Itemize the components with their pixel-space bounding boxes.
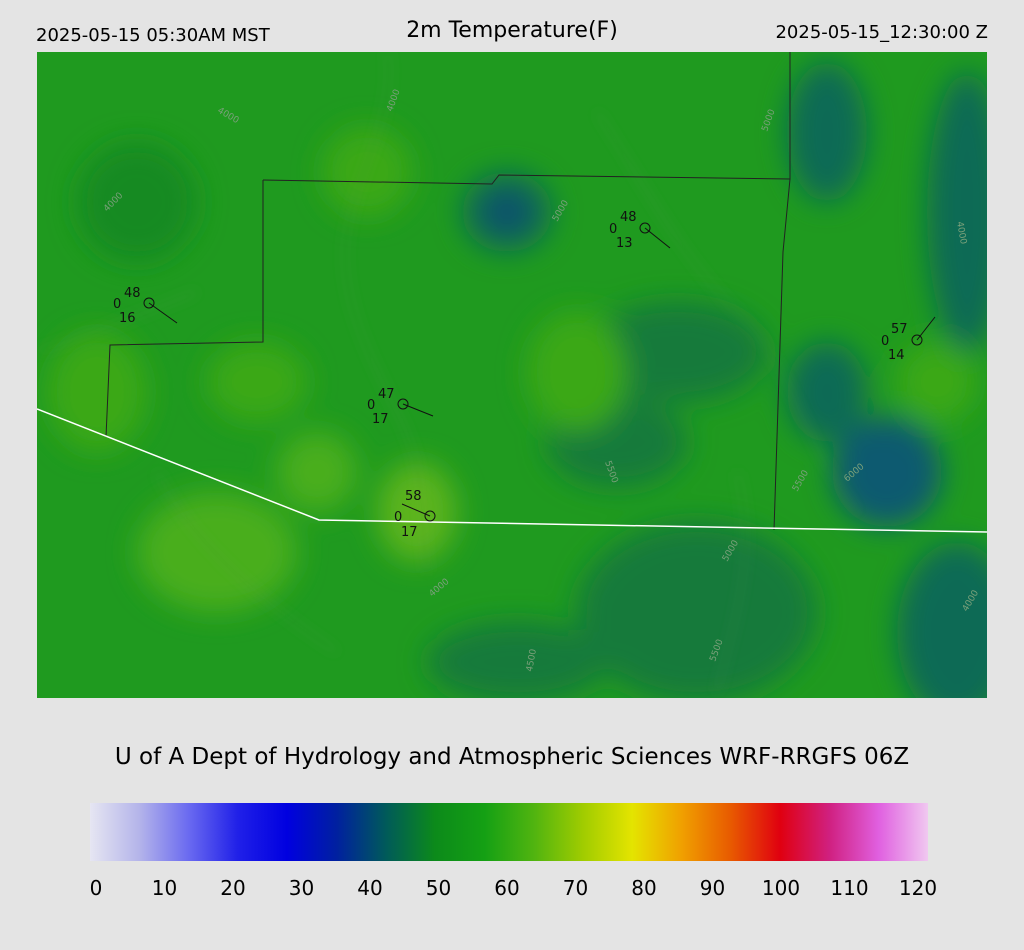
station-temp: 48 [620,210,637,225]
utc-time-label: 2025-05-15_12:30:00 Z [775,22,988,43]
colorbar-tick-label: 50 [425,876,452,900]
colorbar-tick-label: 90 [699,876,726,900]
station-plots: 48 0 16 48 0 13 57 0 14 47 0 17 [113,210,936,540]
station-plot: 58 0 17 [394,489,436,540]
station-left: 0 [394,510,402,525]
colorbar-tick-label: 10 [151,876,178,900]
station-left: 0 [113,297,121,312]
contour-label: 4000 [954,221,968,246]
colorbar-tick-label: 30 [288,876,315,900]
station-plot: 57 0 14 [881,316,936,363]
station-left: 0 [367,398,375,413]
station-plot: 47 0 17 [367,387,434,427]
station-left: 0 [881,334,889,349]
colorbar-tick-label: 80 [631,876,657,900]
colorbar-tick-label: 0 [89,876,103,900]
state-line [37,408,987,533]
station-temp: 57 [891,322,908,337]
county-boundaries [105,52,791,531]
station-right: 17 [372,412,389,427]
map-title: 2m Temperature(F) [406,18,618,43]
elevation-contours [37,52,858,693]
station-right: 17 [401,525,418,540]
colorbar [90,803,928,861]
temperature-map: 4000 5000 5000 5500 5500 6000 4000 5500 … [37,52,987,698]
credit-line: U of A Dept of Hydrology and Atmospheric… [114,744,910,770]
station-plot: 48 0 13 [609,210,671,251]
local-time-label: 2025-05-15 05:30AM MST [36,25,270,46]
colorbar-tick-label: 20 [220,876,246,900]
station-right: 13 [616,236,633,251]
station-left: 0 [609,222,617,237]
colorbar-tick-label: 120 [898,876,938,900]
station-temp: 47 [378,387,395,402]
temperature-field [47,62,987,698]
station-temp: 48 [124,286,141,301]
station-right: 16 [119,311,136,326]
colorbar-tick-label: 70 [562,876,589,900]
station-plot: 48 0 16 [113,286,178,326]
station-temp: 58 [405,489,422,504]
colorbar-tick-label: 100 [761,876,801,900]
contour-label: 4500 [525,648,539,673]
station-right: 14 [888,348,905,363]
colorbar-tick-label: 110 [830,876,869,900]
colorbar-tick-label: 60 [494,876,520,900]
colorbar-tick-label: 40 [357,876,383,900]
